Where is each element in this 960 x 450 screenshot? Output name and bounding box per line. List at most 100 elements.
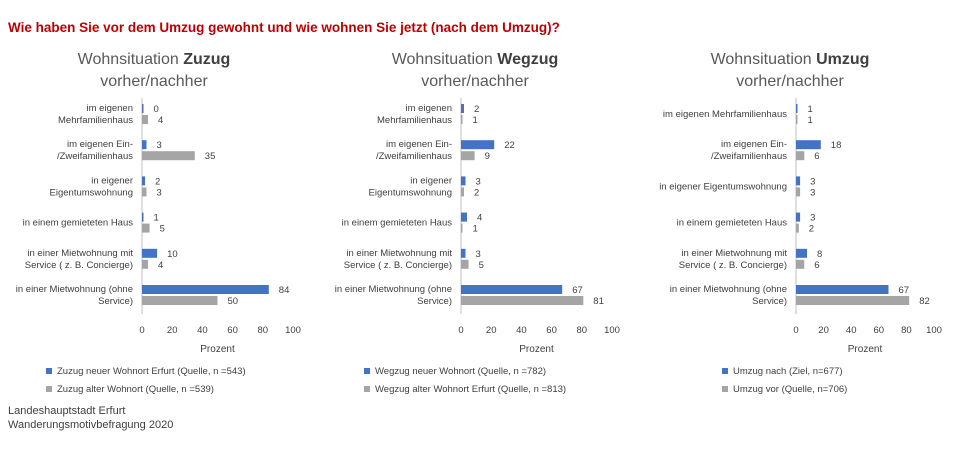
- bar-before: [796, 115, 798, 124]
- data-label: 82: [919, 296, 930, 307]
- data-label: 4: [477, 213, 482, 224]
- legend-item: Umzug vor (Quelle, n=706): [722, 380, 847, 398]
- category-label-line: im eigenen: [406, 103, 452, 114]
- category-label: in einem gemieteten Haus: [23, 218, 134, 229]
- category-label: in eigener Eigentumswohnung: [50, 175, 133, 198]
- bar-after: [142, 140, 147, 150]
- x-axis-label: Prozent: [519, 344, 554, 355]
- legend: Wegzug neuer Wohnort (Quelle, n =782) We…: [364, 362, 566, 398]
- x-tick-label: 80: [901, 325, 912, 336]
- legend-item: Wegzug alter Wohnort Erfurt (Quelle, n =…: [364, 380, 566, 398]
- category-label-line: in einer Mietwohnung (ohne: [16, 284, 133, 295]
- legend-swatch-blue: [364, 368, 370, 374]
- data-label: 81: [593, 296, 604, 307]
- bar-after: [461, 285, 563, 294]
- bar-after: [796, 176, 801, 186]
- bar-before: [796, 151, 805, 161]
- category-label-line: Service ( z. B. Concierge): [344, 260, 452, 271]
- x-tick-label: 0: [793, 325, 798, 336]
- bar-before: [142, 151, 195, 161]
- data-label: 35: [205, 151, 216, 162]
- chart-panel-wegzug: Wohnsituation Wegzug vorher/nachher im e…: [320, 0, 630, 450]
- category-label-line: Service): [98, 296, 133, 307]
- bar-after: [796, 212, 801, 222]
- data-label: 6: [814, 151, 819, 162]
- data-label: 5: [479, 260, 484, 271]
- data-label: 67: [572, 285, 583, 296]
- category-label-line: im eigenen: [87, 103, 133, 114]
- bar-chart-umzug: im eigenen Mehrfamilienhaus 11 im eigenen …: [659, 98, 942, 355]
- source-note: Landeshauptstadt Erfurt Wanderungsmotivb…: [8, 404, 173, 432]
- category-label-line: /Zweifamilienhaus: [57, 151, 133, 162]
- category-label-line: in eigener Eigentumswohnung: [659, 181, 787, 192]
- category-label-line: Service ( z. B. Concierge): [679, 260, 787, 271]
- x-tick-label: 60: [546, 325, 557, 336]
- data-label: 3: [810, 187, 815, 198]
- category-label-line: Service ( z. B. Concierge): [25, 260, 133, 271]
- data-label: 2: [809, 224, 814, 235]
- bar-after: [142, 212, 144, 222]
- category-label: im eigenen Mehrfamilienhaus: [663, 109, 787, 120]
- data-label: 9: [485, 151, 490, 162]
- category-label: im eigenen Mehrfamilienhaus: [377, 103, 452, 126]
- category-label-line: in eigener: [410, 175, 452, 186]
- data-label: 3: [476, 176, 481, 187]
- data-label: 3: [157, 187, 162, 198]
- legend: Zuzug neuer Wohnort Erfurt (Quelle, n =5…: [46, 362, 246, 398]
- category-label-line: in einer Mietwohnung mit: [27, 248, 133, 259]
- bar-before: [142, 223, 150, 233]
- data-label: 18: [831, 140, 842, 151]
- data-label: 1: [473, 224, 478, 235]
- bar-before: [461, 187, 464, 197]
- main-title: Wie haben Sie vor dem Umzug gewohnt und …: [8, 20, 560, 35]
- x-tick-label: 100: [926, 325, 942, 336]
- x-tick-label: 60: [227, 325, 238, 336]
- category-label: in eigener Eigentumswohnung: [369, 175, 452, 198]
- category-label-line: Mehrfamilienhaus: [58, 115, 133, 126]
- bar-after: [461, 104, 464, 113]
- data-label: 50: [228, 296, 239, 307]
- legend-item: Umzug nach (Ziel, n=677): [722, 362, 847, 380]
- legend-item: Wegzug neuer Wohnort (Quelle, n =782): [364, 362, 566, 380]
- data-label: 0: [154, 104, 159, 115]
- x-tick-label: 0: [458, 325, 463, 336]
- category-label: in einer Mietwohnung (ohne Service): [335, 284, 452, 307]
- x-tick-label: 80: [577, 325, 588, 336]
- x-tick-label: 60: [874, 325, 885, 336]
- category-label: im eigenen Ein-/Zweifamilienhaus: [57, 139, 133, 162]
- legend-swatch-gray: [46, 386, 52, 392]
- data-label: 2: [474, 187, 479, 198]
- bar-before: [461, 223, 463, 233]
- category-label: im eigenen Mehrfamilienhaus: [58, 103, 133, 126]
- legend-label: Wegzug neuer Wohnort (Quelle, n =782): [375, 365, 547, 377]
- category-label-line: Mehrfamilienhaus: [377, 115, 452, 126]
- data-label: 67: [899, 285, 910, 296]
- category-label-line: in einem gemieteten Haus: [342, 218, 453, 229]
- legend-swatch-gray: [722, 386, 728, 392]
- bar-after: [461, 140, 495, 150]
- category-label: in einer Mietwohnung mit Service ( z. B. …: [344, 248, 453, 271]
- category-label-line: im eigenen Ein-: [386, 139, 452, 150]
- data-label: 1: [808, 104, 813, 115]
- legend-swatch-blue: [722, 368, 728, 374]
- legend-swatch-blue: [46, 368, 52, 374]
- data-label: 3: [810, 176, 815, 187]
- category-label: in einer Mietwohnung (ohne Service): [670, 284, 787, 307]
- data-label: 1: [473, 115, 478, 126]
- data-label: 4: [158, 260, 163, 271]
- bar-after: [461, 248, 466, 258]
- source-line-1: Landeshauptstadt Erfurt: [8, 405, 126, 417]
- bar-chart-zuzug: im eigenen Mehrfamilienhaus 0 4 im eigenen E…: [16, 98, 301, 355]
- category-label-line: in einem gemieteten Haus: [677, 218, 788, 229]
- bar-after: [461, 176, 466, 186]
- category-label-line: in einer Mietwohnung mit: [681, 248, 787, 259]
- legend-label: Wegzug alter Wohnort Erfurt (Quelle, n =…: [375, 383, 567, 395]
- legend-label: Umzug vor (Quelle, n=706): [733, 383, 848, 395]
- bar-before: [461, 151, 475, 161]
- panel-title: Wohnsituation Wegzug: [391, 51, 559, 68]
- category-label: in einem gemieteten Haus: [677, 218, 788, 229]
- data-label: 2: [155, 176, 160, 187]
- x-tick-label: 20: [818, 325, 829, 336]
- bar-before: [796, 296, 910, 305]
- x-tick-label: 0: [139, 325, 144, 336]
